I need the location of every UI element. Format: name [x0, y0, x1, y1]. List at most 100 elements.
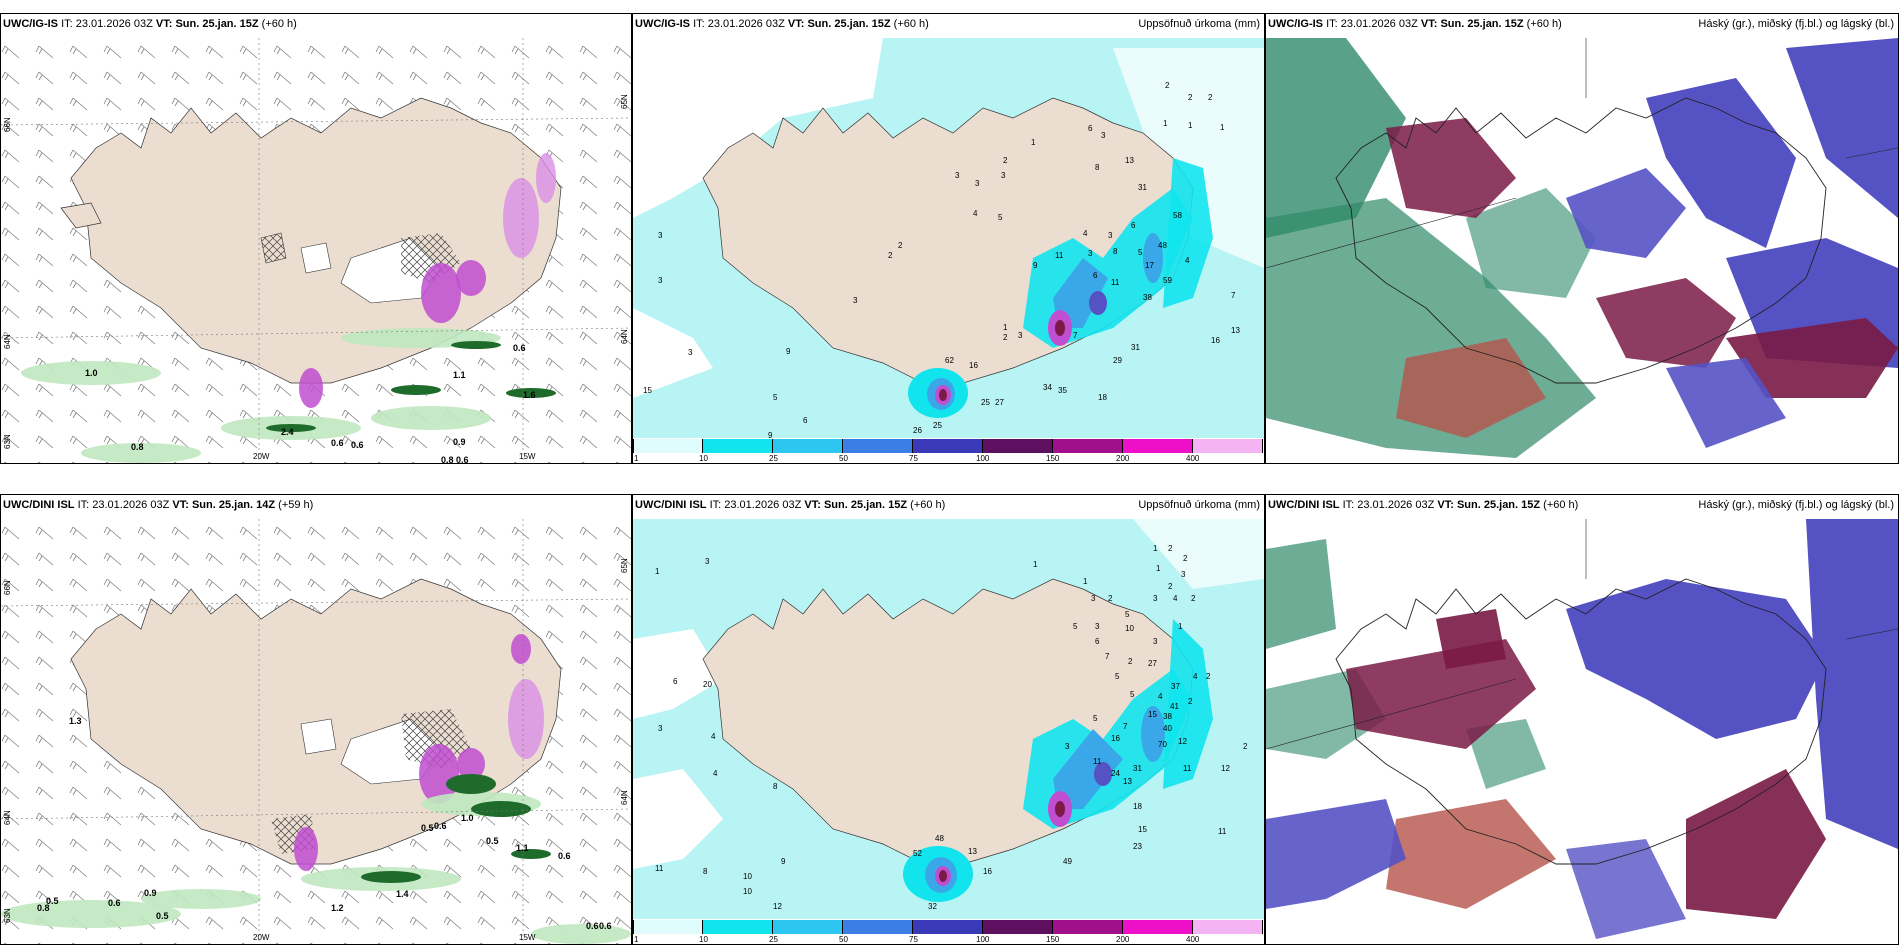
colorbar-tick: 75 — [909, 454, 918, 463]
num-label: 1.2 — [331, 903, 344, 913]
num-label: 26 — [913, 426, 922, 435]
num-label: 8 — [1095, 163, 1100, 172]
colorbar-tick: 400 — [1186, 935, 1200, 944]
num-label: 9 — [786, 347, 791, 356]
num-label: 29 — [1113, 356, 1122, 365]
num-label: 2 — [1128, 657, 1133, 666]
num-label: 2.4 — [281, 427, 294, 437]
num-label: 0.6 — [513, 343, 526, 353]
num-label: 3 — [1101, 131, 1106, 140]
panel-title: Uppsöfnuð úrkoma (mm) — [1138, 18, 1260, 30]
num-label: 15 — [1138, 825, 1147, 834]
colorbar-tick: 1 — [634, 935, 639, 944]
panel-top-mid: UWC/IG-IS IT: 23.01.2026 03Z VT: Sun. 25… — [632, 13, 1265, 464]
num-label: 10 — [743, 872, 752, 881]
num-label: 1 — [1163, 119, 1168, 128]
num-label: 5 — [1115, 672, 1120, 681]
axis-label-lat: 66N — [3, 117, 12, 132]
colorbar-swatch — [703, 920, 773, 934]
num-label: 5 — [1138, 248, 1143, 257]
num-label: 16 — [969, 361, 978, 370]
num-label: 3 — [1091, 594, 1096, 603]
wind-precip-map: 1.0 2.4 0.6 0.6 0.8 0.9 0.8 0.6 1.1 1.6 … — [1, 38, 631, 463]
num-label: 5 — [998, 213, 1003, 222]
num-label: 16 — [983, 867, 992, 876]
num-label: 7 — [1123, 722, 1128, 731]
colorbar-swatch — [843, 920, 913, 934]
panel-header: UWC/IG-IS IT: 23.01.2026 03Z VT: Sun. 25… — [1268, 18, 1562, 30]
panel-title: Háský (gr.), miðský (fj.bl.) og lágský (… — [1698, 499, 1894, 511]
panel-bottom-mid: UWC/DINI ISL IT: 23.01.2026 03Z VT: Sun.… — [632, 494, 1265, 945]
axis-label-lat: 63N — [3, 908, 12, 923]
num-label: 2 — [888, 251, 893, 260]
num-label: 11 — [1093, 757, 1102, 766]
colorbar-tick: 50 — [839, 454, 848, 463]
num-label: 3 — [1065, 742, 1070, 751]
num-label: 1.0 — [85, 368, 98, 378]
num-label: 17 — [1145, 261, 1154, 270]
num-label: 3 — [1018, 331, 1023, 340]
num-label: 12 — [1221, 764, 1230, 773]
num-label: 27 — [995, 398, 1004, 407]
axis-label-lat: 64N — [620, 790, 629, 805]
num-label: 3 — [1108, 231, 1113, 240]
num-label: 2 — [1243, 742, 1248, 751]
num-label: 1 — [1003, 323, 1008, 332]
colorbar-swatch — [843, 439, 913, 453]
axis-label-lat: 64N — [3, 810, 12, 825]
num-label: 6 — [803, 416, 808, 425]
num-label: 1 — [1156, 564, 1161, 573]
num-label: 31 — [1133, 764, 1142, 773]
num-label: 3 — [1088, 249, 1093, 258]
panel-title: Háský (gr.), miðský (fj.bl.) og lágský (… — [1698, 18, 1894, 30]
num-label: 3 — [1095, 622, 1100, 631]
num-label: 4 — [1083, 229, 1088, 238]
num-label: 3 — [853, 296, 858, 305]
axis-label-lat: 65N — [620, 558, 629, 573]
num-label: 35 — [1058, 386, 1067, 395]
num-label: 1 — [655, 567, 660, 576]
num-label: 11 — [1183, 764, 1192, 773]
axis-label-lon: 15W — [519, 933, 536, 942]
axis-label-lat: 66N — [3, 580, 12, 595]
colorbar-swatch — [773, 439, 843, 453]
num-label: 0.6 — [456, 455, 469, 463]
num-label: 0.9 — [144, 888, 157, 898]
num-label: 4 — [973, 209, 978, 218]
num-label: 0.5 — [46, 896, 59, 906]
num-label: 2 — [898, 241, 903, 250]
num-label: 58 — [1173, 211, 1182, 220]
num-label: 25 — [933, 421, 942, 430]
num-label: 9 — [768, 431, 773, 438]
colorbar-tick: 1 — [634, 454, 639, 463]
num-label: 0.8 — [37, 903, 50, 913]
colorbar-swatch — [773, 920, 843, 934]
num-label: 3 — [658, 276, 663, 285]
num-label: 7 — [1105, 652, 1110, 661]
num-label: 9 — [781, 857, 786, 866]
colorbar-tick: 25 — [769, 454, 778, 463]
num-label: 13 — [1123, 777, 1132, 786]
colorbar: 1 10 25 50 75 100 150 200 400 — [633, 918, 1264, 944]
num-label: 38 — [1163, 712, 1172, 721]
num-label: 12 — [1178, 737, 1187, 746]
num-label: 48 — [1158, 241, 1167, 250]
colorbar-swatch — [983, 439, 1053, 453]
num-label: 1 — [1033, 560, 1038, 569]
colorbar-tick: 10 — [699, 454, 708, 463]
num-label: 0.9 — [453, 437, 466, 447]
num-label: 3 — [1153, 637, 1158, 646]
colorbar-swatch — [633, 920, 703, 934]
num-label: 10 — [743, 887, 752, 896]
num-label: 1.6 — [523, 390, 536, 400]
num-label: 27 — [1148, 659, 1157, 668]
num-label: 1.0 — [461, 813, 474, 823]
num-label: 3 — [1001, 171, 1006, 180]
axis-label-lon: 20W — [253, 452, 270, 461]
num-label: 34 — [1043, 383, 1052, 392]
num-label: 1.3 — [69, 716, 82, 726]
colorbar-tick: 400 — [1186, 454, 1200, 463]
num-label: 1 — [1031, 138, 1036, 147]
num-label: 32 — [928, 902, 937, 911]
num-label: 3 — [688, 348, 693, 357]
